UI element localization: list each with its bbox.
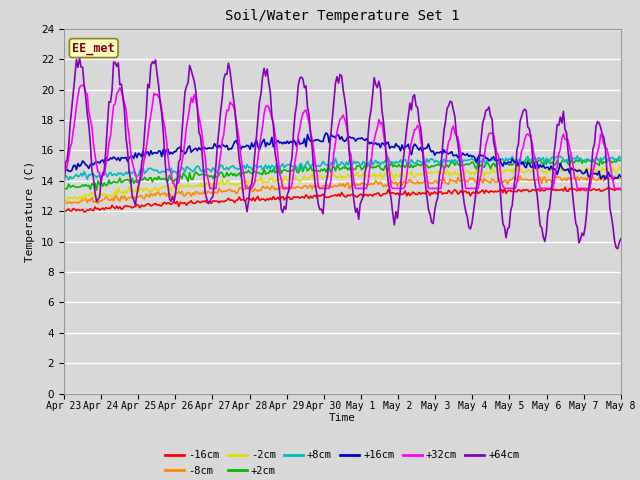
-8cm [255,187,263,193]
-2cm [305,176,313,181]
-2cm [617,165,625,171]
-8cm [305,183,313,189]
Line: +16cm: +16cm [64,133,621,180]
+16cm [226,146,234,152]
-2cm [228,181,236,187]
+64cm [130,197,138,203]
-8cm [617,175,625,181]
+32cm [79,82,86,88]
+16cm [323,130,330,136]
+8cm [228,164,236,169]
+2cm [255,171,263,177]
-2cm [616,164,623,170]
-8cm [228,189,236,194]
+16cm [617,174,625,180]
+8cm [246,164,254,170]
-16cm [561,184,569,190]
+2cm [588,158,595,164]
+32cm [589,168,596,174]
-2cm [60,195,68,201]
+8cm [589,156,596,162]
+8cm [255,164,263,169]
+64cm [228,81,236,86]
-8cm [598,173,606,179]
+16cm [60,161,68,167]
+32cm [248,186,255,192]
-8cm [246,187,254,192]
+8cm [130,168,138,174]
+8cm [60,174,68,180]
-2cm [255,178,263,184]
+64cm [617,236,625,242]
-2cm [130,190,138,195]
-16cm [60,208,68,214]
+16cm [609,177,617,182]
+16cm [244,143,252,149]
+32cm [307,129,314,135]
+2cm [246,170,254,176]
+64cm [60,183,68,189]
-16cm [617,187,625,193]
+64cm [246,184,254,190]
+64cm [588,166,595,171]
-16cm [246,196,254,202]
-8cm [588,176,595,182]
+16cm [129,153,136,159]
+2cm [617,157,625,163]
+32cm [130,166,138,171]
Line: +64cm: +64cm [64,58,621,249]
+64cm [305,112,313,118]
+64cm [76,55,83,61]
Line: +8cm: +8cm [64,155,621,180]
-16cm [255,197,263,203]
Line: -16cm: -16cm [64,187,621,212]
X-axis label: Time: Time [329,413,356,422]
+32cm [60,173,68,179]
+16cm [254,144,262,149]
-16cm [589,186,596,192]
-16cm [130,204,138,210]
+32cm [617,186,625,192]
-16cm [305,195,313,201]
Line: +2cm: +2cm [64,158,621,190]
+2cm [228,170,236,176]
-8cm [60,200,68,206]
Text: EE_met: EE_met [72,42,115,55]
Y-axis label: Temperature (C): Temperature (C) [26,161,35,262]
+8cm [65,177,72,183]
Line: +32cm: +32cm [64,85,621,189]
-2cm [61,199,69,205]
+64cm [614,246,621,252]
-2cm [246,179,254,185]
+8cm [305,162,313,168]
+16cm [588,170,595,176]
-8cm [130,193,138,199]
-8cm [94,201,102,206]
+2cm [93,187,100,193]
+32cm [257,133,265,139]
-16cm [81,209,88,215]
Title: Soil/Water Temperature Set 1: Soil/Water Temperature Set 1 [225,10,460,24]
Legend: -16cm, -8cm, -2cm, +2cm, +8cm, +16cm, +32cm, +64cm: -16cm, -8cm, -2cm, +2cm, +8cm, +16cm, +3… [161,446,524,480]
+8cm [617,156,625,161]
+2cm [60,186,68,192]
Line: -8cm: -8cm [64,176,621,204]
+64cm [255,99,263,105]
+32cm [229,103,237,108]
+2cm [596,155,604,161]
+32cm [172,186,179,192]
-2cm [588,166,595,171]
-16cm [228,197,236,203]
+8cm [566,152,573,158]
+2cm [305,166,313,172]
+16cm [303,132,311,137]
+2cm [130,180,138,186]
Line: -2cm: -2cm [64,167,621,202]
